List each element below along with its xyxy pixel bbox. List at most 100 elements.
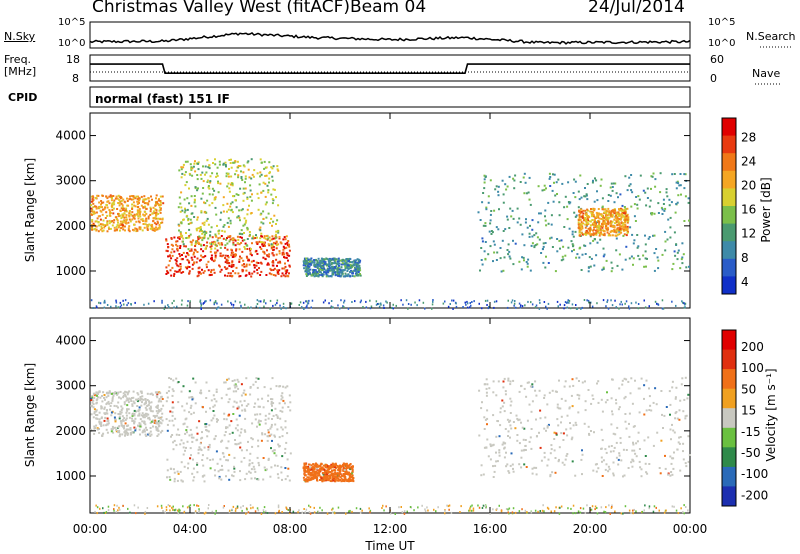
power-cell (668, 198, 671, 201)
velocity-cell (342, 478, 345, 481)
power-cell (535, 232, 538, 235)
velocity-cell (270, 423, 273, 426)
power-cell (626, 231, 629, 234)
power-cell (116, 197, 119, 200)
power-cell (680, 258, 683, 261)
velocity-cell (182, 423, 185, 426)
velocity-cell (556, 403, 559, 406)
power-cell (337, 257, 340, 260)
power-cell (213, 198, 216, 201)
power-cell (349, 261, 352, 264)
power-cell (585, 231, 587, 234)
velocity-cell (250, 477, 253, 480)
power-cell (228, 168, 230, 170)
velocity-cell (161, 429, 164, 432)
power-cell (528, 198, 531, 201)
power-cell (616, 216, 619, 219)
velocity-cell (96, 398, 99, 401)
velocity-cell (228, 433, 231, 435)
power-cell (184, 207, 186, 210)
power-cell (610, 182, 613, 185)
power-cell (232, 254, 235, 256)
date-label: 24/Jul/2014 (588, 0, 685, 17)
power-cell (193, 262, 196, 265)
power-cell (177, 206, 180, 209)
power-cell (209, 250, 212, 253)
velocity-cell (129, 427, 132, 429)
velocity-cell (525, 466, 528, 468)
power-cell (147, 215, 150, 218)
power-cell (112, 195, 115, 197)
velocity-cell (244, 393, 247, 396)
power-cell (511, 299, 514, 302)
velocity-cell (659, 472, 662, 475)
power-cell (145, 217, 148, 220)
velocity-cell (226, 378, 229, 381)
velocity-cell (632, 441, 634, 444)
power-cell (592, 234, 595, 237)
power-cell (682, 301, 684, 304)
velocity-cell (126, 404, 129, 407)
velocity-cell (168, 386, 171, 389)
power-cell (150, 225, 153, 227)
power-cell (224, 274, 226, 277)
power-cell (127, 227, 130, 230)
velocity-cell (181, 480, 184, 483)
power-cell (93, 212, 96, 215)
power-cell (321, 265, 324, 268)
velocity-cell (96, 427, 99, 430)
velocity-cell (672, 467, 675, 470)
power-cell (325, 272, 328, 275)
power-cell (240, 257, 243, 260)
power-cell (654, 185, 657, 188)
power-cell (211, 236, 214, 239)
velocity-cell (529, 436, 532, 439)
power-cell (223, 230, 226, 233)
velocity-cell (477, 504, 479, 507)
power-cell (131, 214, 134, 217)
velocity-cell (278, 436, 281, 439)
power-cell (119, 306, 122, 308)
power-cell (213, 301, 216, 304)
power-cell (325, 257, 328, 260)
power-cell (187, 248, 190, 251)
power-cell (91, 195, 94, 198)
power-cell (232, 237, 235, 240)
velocity-cell (572, 384, 575, 387)
power-cell (144, 198, 146, 201)
power-cell (183, 211, 186, 214)
power-cell (610, 223, 613, 226)
power-cell (525, 261, 528, 263)
power-cell (649, 199, 652, 202)
power-cell (136, 200, 139, 203)
velocity-cell (499, 424, 502, 427)
power-cell (234, 255, 237, 258)
power-cell (232, 270, 234, 273)
power-cell (161, 195, 164, 198)
power-cell (164, 305, 166, 308)
velocity-cell (249, 452, 252, 455)
power-cell (580, 208, 583, 211)
power-cell (335, 262, 338, 265)
velocity-cell (132, 400, 135, 403)
velocity-cell (646, 472, 649, 475)
velocity-cell (138, 422, 141, 425)
velocity-cell (167, 390, 170, 393)
velocity-cell (203, 480, 206, 483)
power-cell (108, 195, 111, 198)
velocity-cell (164, 511, 166, 514)
power-cell (227, 173, 229, 176)
power-cell (544, 209, 547, 212)
power-cell (168, 254, 171, 257)
power-cell (325, 271, 328, 274)
velocity-cell (201, 475, 204, 478)
velocity-cell (218, 475, 221, 478)
velocity-cell (189, 447, 192, 450)
power-cell (122, 198, 125, 201)
velocity-cell (132, 419, 135, 422)
velocity-cell (278, 402, 281, 405)
velocity-cell (107, 394, 110, 397)
power-cell (583, 244, 586, 247)
velocity-cell (150, 420, 153, 423)
power-cell (270, 269, 273, 272)
